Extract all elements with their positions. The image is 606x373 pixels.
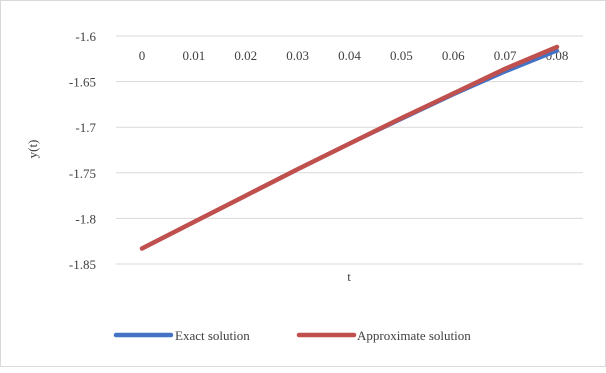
x-tick-label: 0: [139, 48, 146, 63]
x-axis-label: t: [347, 269, 351, 284]
x-tick-label: 0.07: [494, 48, 517, 63]
x-tick-label: 0.06: [442, 48, 465, 63]
y-axis-label: y(t): [25, 140, 40, 159]
y-tick-label: -1.75: [69, 166, 96, 181]
x-tick-label: 0.02: [234, 48, 257, 63]
series-lines: [139, 44, 560, 251]
y-tick-label: -1.7: [75, 120, 96, 135]
y-axis-tick-labels: -1.6 -1.65 -1.7 -1.75 -1.8 -1.85: [69, 29, 97, 272]
x-tick-label: 0.03: [286, 48, 309, 63]
x-tick-label: 0.05: [390, 48, 413, 63]
legend-label: Exact solution: [175, 328, 250, 343]
y-tick-label: -1.85: [69, 257, 96, 272]
y-tick-label: -1.6: [75, 29, 96, 44]
legend-label: Approximate solution: [357, 328, 471, 343]
x-tick-label: 0.04: [338, 48, 361, 63]
series-line-approximate: [139, 44, 560, 251]
legend: Exact solution Approximate solution: [113, 328, 471, 343]
gridlines: [116, 35, 583, 265]
x-axis-tick-labels: 0 0.01 0.02 0.03 0.04 0.05 0.06 0.07 0.08: [139, 48, 569, 63]
x-tick-label: 0.01: [183, 48, 206, 63]
y-tick-label: -1.65: [69, 75, 96, 90]
y-tick-label: -1.8: [75, 211, 96, 226]
